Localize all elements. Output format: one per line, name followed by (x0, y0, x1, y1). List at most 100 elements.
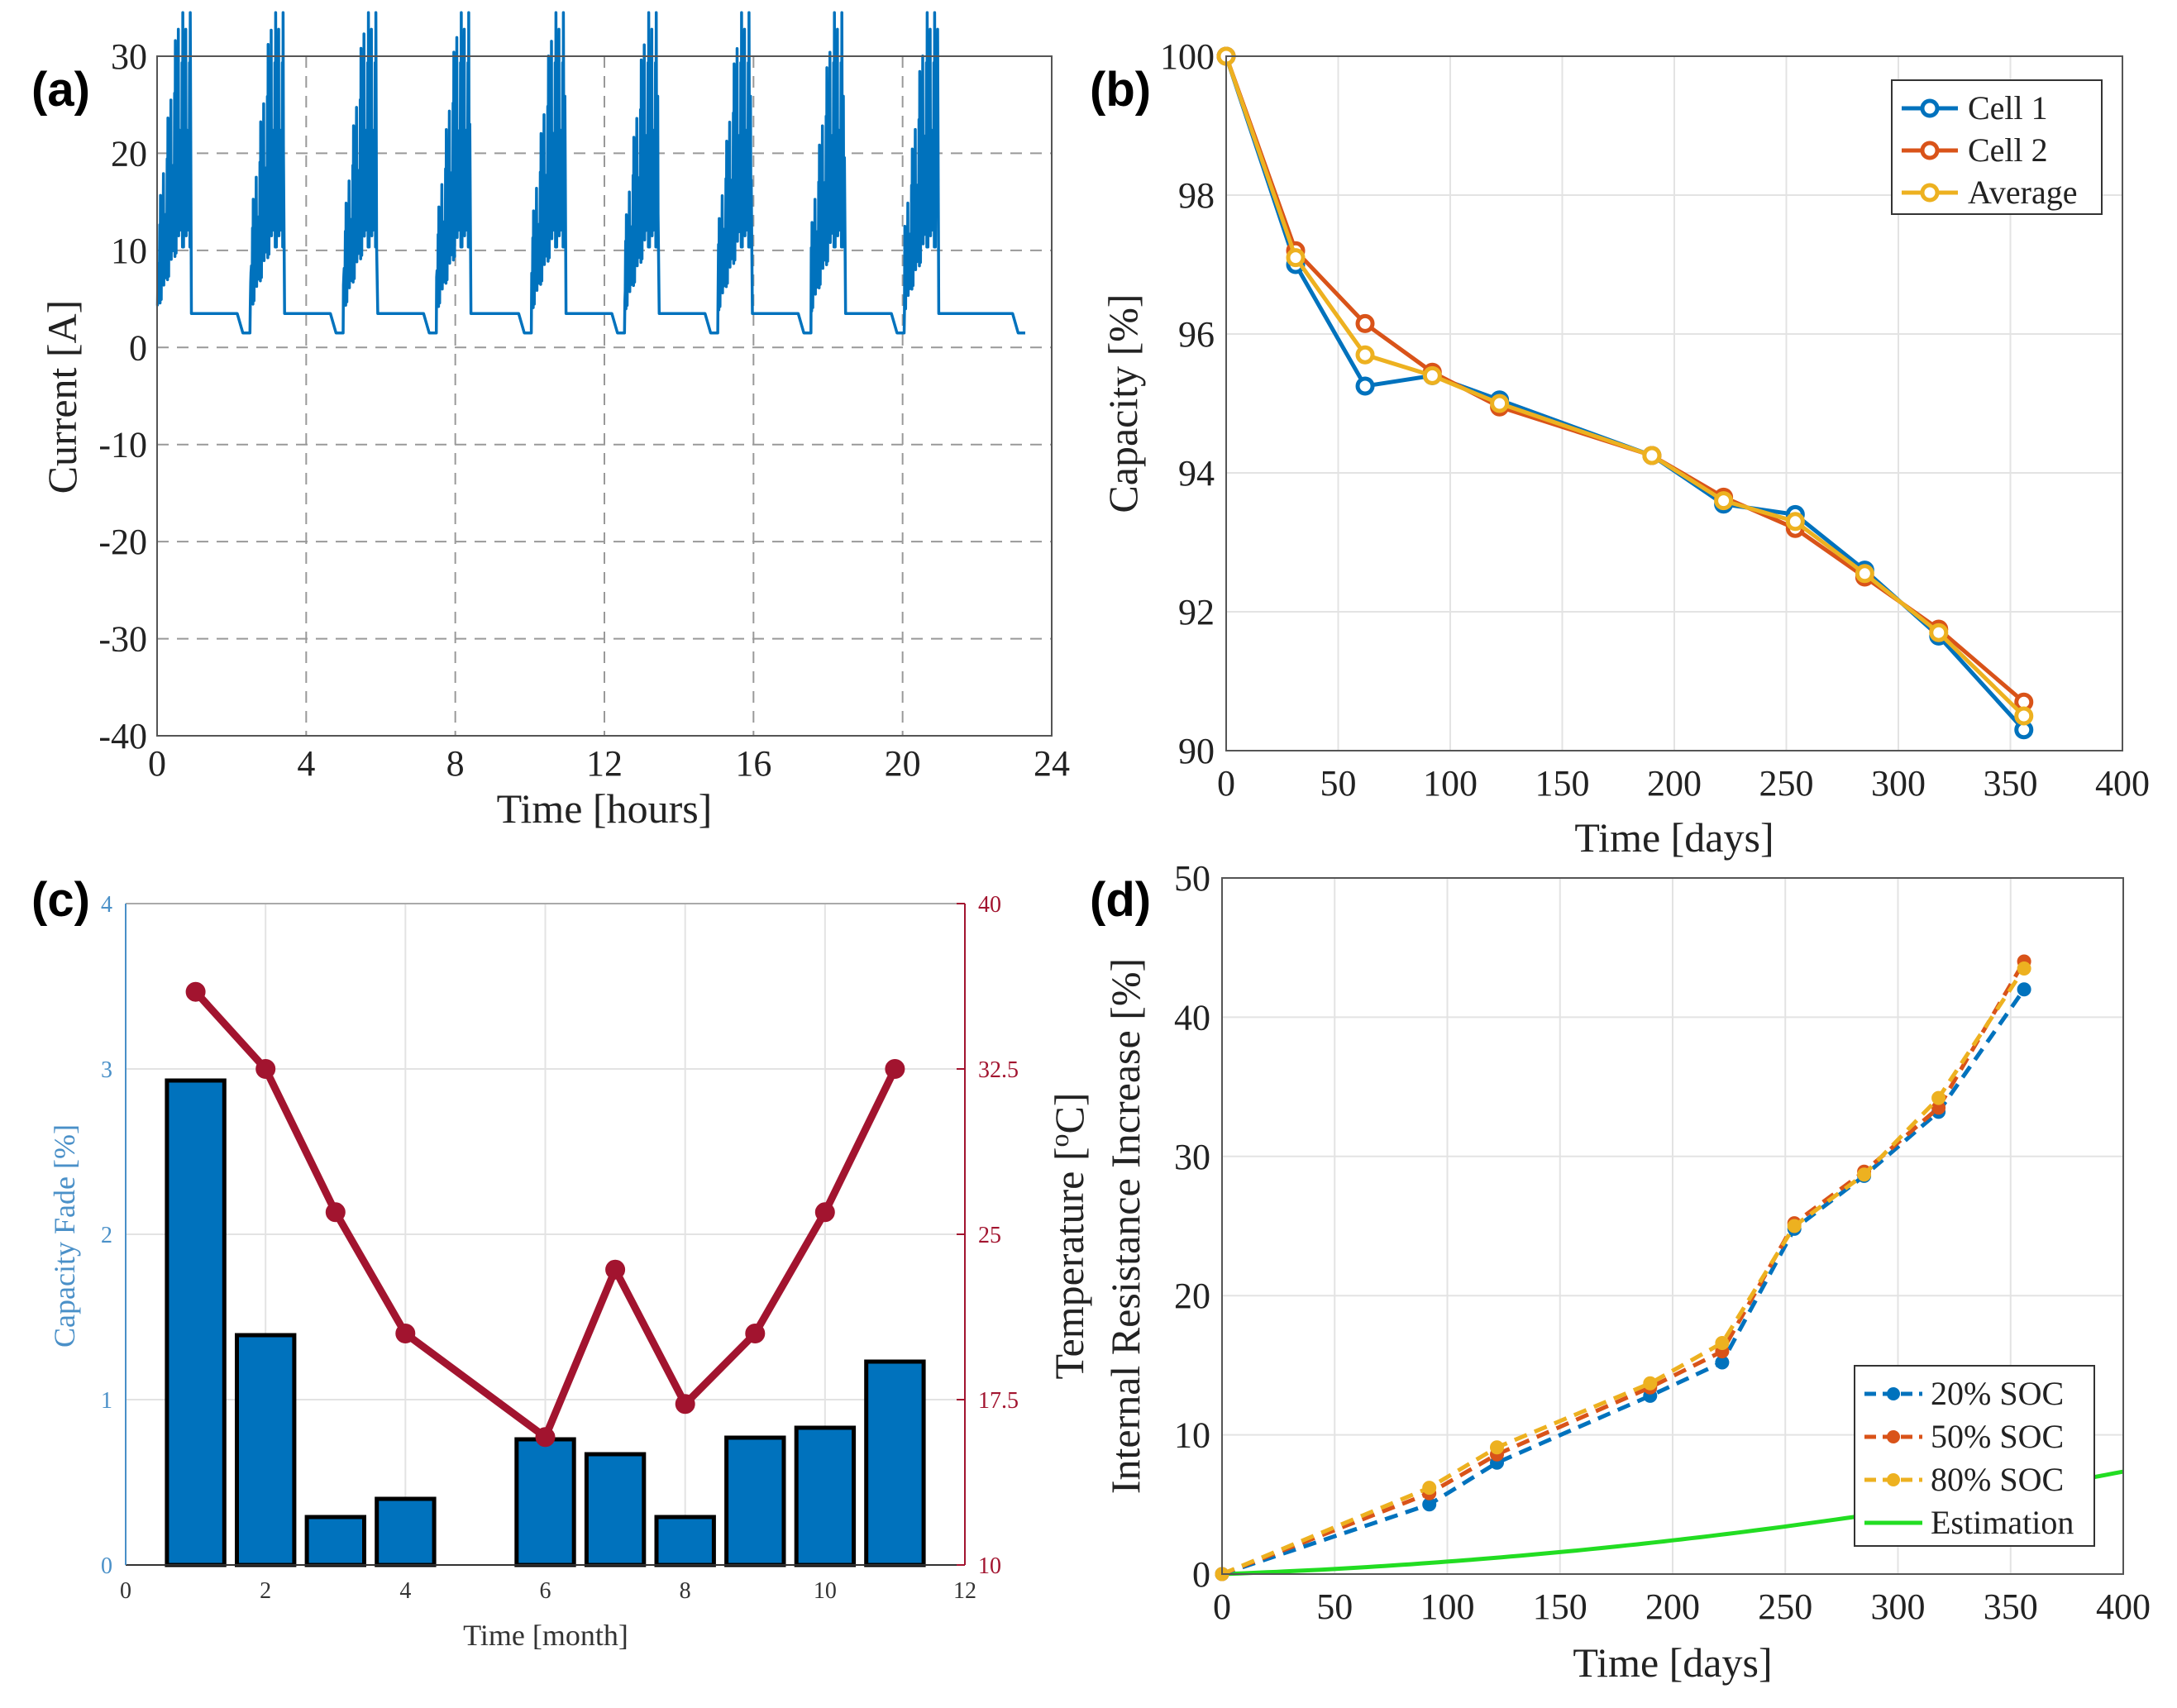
panel-c-y2-tick-label: 10 (978, 1553, 1001, 1579)
panel-d-grid (1222, 878, 2123, 1574)
panel-d-axes-box (1221, 877, 2124, 1575)
panel-b-x-tick-label: 150 (1535, 763, 1590, 804)
panel-c-y2-axis-label: Temperature [oC] (1044, 1092, 1092, 1379)
panel-a-x-ticks: 0 4 8 12 16 20 24 (148, 743, 1070, 784)
panel-c-x-tick-label: 8 (680, 1578, 691, 1604)
panel-d-data-point (1715, 1336, 1730, 1350)
panel-d-x-axis-label: Time [days] (1573, 1639, 1772, 1686)
panel-d-legend-label: Estimation (1931, 1504, 2074, 1541)
panel-d-x-tick-label: 50 (1316, 1586, 1353, 1627)
panel-c-temperature-point (255, 1059, 276, 1079)
panel-c-x-tick-label: 6 (540, 1578, 551, 1604)
panel-d-data-point (1931, 1090, 1946, 1105)
panel-c-temperature-point (675, 1394, 695, 1415)
panel-b-capacity: (b) 0 50 100 150 200 250 300 350 400 90 92 94 96 98 1… (1090, 36, 2150, 861)
panel-d-y-axis-label: Internal Resistance Increase [%] (1102, 958, 1148, 1494)
panel-c-bar (235, 1333, 297, 1567)
panel-b-label: (b) (1090, 63, 1151, 117)
panel-c-series-temperature (185, 981, 905, 1448)
panel-d-x-tick-label: 0 (1213, 1586, 1231, 1627)
panel-c-y2-label-degree: o (1044, 1133, 1074, 1147)
panel-b-series-average (1216, 46, 2034, 726)
panel-b-legend-marker (1920, 183, 1940, 203)
panel-a-x-tick-label: 12 (586, 743, 623, 784)
panel-c-bar (304, 1515, 367, 1567)
panel-a-y-tick-label: -20 (98, 522, 147, 562)
panel-d-legend-marker (1887, 1430, 1900, 1443)
panel-a-y-tick-label: 20 (111, 133, 147, 174)
panel-c-plot-area (165, 981, 926, 1567)
panel-b-x-tick-label: 400 (2095, 763, 2150, 804)
panel-d-plot-area (1215, 954, 2124, 1582)
panel-c-bar (724, 1435, 786, 1567)
panel-a-y-tick-label: 30 (111, 36, 147, 77)
panel-c-temperature-point (885, 1059, 905, 1079)
panel-c-x-ticks: 0 2 4 6 8 10 12 (120, 1578, 976, 1604)
panel-a-plot-area (155, 11, 1025, 335)
panel-b-y-tick-label: 100 (1160, 36, 1215, 77)
panel-a-y-ticks: -40 -30 -20 -10 0 10 20 30 (98, 36, 147, 756)
panel-c-y-ticks: 0 1 2 3 4 (101, 892, 112, 1579)
panel-a-y-tick-label: -10 (98, 425, 147, 465)
panel-c-x-tick-label: 10 (814, 1578, 837, 1604)
panel-c-temperature-point (325, 1202, 346, 1223)
panel-b-data-point (1785, 512, 1805, 532)
panel-b-x-tick-label: 50 (1320, 763, 1357, 804)
panel-d-data-point (1422, 1481, 1437, 1496)
panel-c-y2-label-unit: C] (1046, 1092, 1092, 1133)
panel-c-temperature-point (605, 1259, 626, 1280)
panel-c-temperature-point (745, 1324, 766, 1343)
panel-b-data-point (1929, 623, 1949, 642)
panel-b-legend-label: Cell 2 (1968, 131, 2048, 169)
panel-d-x-tick-label: 200 (1645, 1586, 1700, 1627)
panel-c-y-tick-label: 0 (101, 1553, 112, 1579)
panel-a-x-tick-label: 24 (1034, 743, 1070, 784)
panel-b-legend: Cell 1 Cell 2 Average (1891, 79, 2103, 215)
panel-b-legend-item: Cell 1 (1902, 89, 2048, 126)
panel-b-axes-box (1225, 55, 2123, 751)
panel-c-x-tick-label: 2 (260, 1578, 271, 1604)
panel-c-x-tick-label: 0 (120, 1578, 131, 1604)
panel-b-y-tick-label: 94 (1178, 453, 1215, 494)
panel-d-y-ticks: 0 10 20 30 40 50 (1174, 858, 1210, 1595)
panel-b-y-axis-label: Capacity [%] (1100, 293, 1146, 513)
panel-b-x-tick-label: 0 (1217, 763, 1235, 804)
panel-d-label: (d) (1090, 873, 1151, 927)
panel-b-x-ticks: 0 50 100 150 200 250 300 350 400 (1217, 763, 2150, 804)
panel-b-y-tick-label: 90 (1178, 731, 1215, 771)
panel-d-legend-label: 20% SOC (1931, 1375, 2064, 1412)
panel-c-temperature-point (814, 1202, 835, 1223)
panel-c-y2-label-text: Temperature [ (1046, 1147, 1092, 1379)
panel-b-data-point (1355, 376, 1375, 396)
panel-a-x-tick-label: 0 (148, 743, 166, 784)
panel-a-y-axis-label: Current [A] (39, 300, 85, 494)
panel-c-y-tick-label: 1 (101, 1388, 112, 1414)
panel-b-legend-item: Average (1902, 174, 2078, 211)
panel-b-y-tick-label: 96 (1178, 314, 1215, 355)
panel-b-x-tick-label: 250 (1759, 763, 1814, 804)
panel-d-data-point (1857, 1167, 1872, 1182)
panel-c-bar (375, 1496, 437, 1567)
panel-d-legend: 20% SOC 50% SOC 80% SOC Estimation (1854, 1365, 2095, 1547)
panel-a-y-tick-label: 10 (111, 231, 147, 271)
panel-c-y-tick-label: 2 (101, 1223, 112, 1248)
panel-b-data-point (1714, 491, 1734, 511)
panel-d-legend-item: 20% SOC (1864, 1375, 2064, 1412)
panel-b-x-tick-label: 100 (1423, 763, 1478, 804)
panel-b-x-tick-label: 350 (1984, 763, 2038, 804)
panel-c-temperature-line (193, 989, 899, 1441)
panel-d-x-tick-label: 150 (1533, 1586, 1587, 1627)
panel-c-y2-tick-label: 17.5 (978, 1388, 1019, 1414)
panel-c-y2-tick-label: 32.5 (978, 1057, 1019, 1083)
panel-d-x-tick-label: 100 (1420, 1586, 1475, 1627)
panel-c-x-axis-label: Time [month] (463, 1619, 628, 1652)
panel-b-legend-item: Cell 2 (1902, 131, 2048, 169)
panel-d-series-line (1221, 967, 2027, 1577)
panel-d-legend-marker (1887, 1387, 1900, 1400)
panel-d-legend-item: 50% SOC (1864, 1418, 2064, 1455)
panel-d-y-tick-label: 10 (1174, 1415, 1210, 1456)
panel-c-bar (794, 1425, 857, 1567)
panel-b-legend-label: Cell 1 (1968, 89, 2048, 126)
